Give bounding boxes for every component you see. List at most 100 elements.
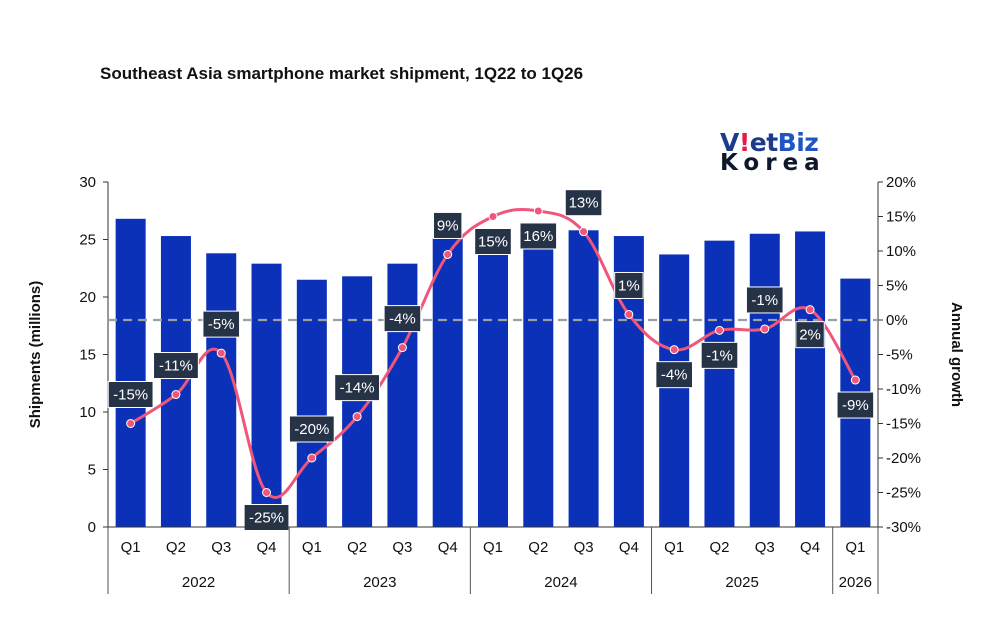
right-tick-label: -25%: [886, 485, 921, 502]
quarter-tick-label: Q3: [755, 539, 775, 556]
bars-group: [115, 218, 871, 528]
left-tick-label: 20: [79, 289, 96, 306]
growth-point: [669, 345, 679, 355]
shipment-bar: [206, 253, 237, 528]
growth-point: [216, 348, 226, 358]
quarter-tick-label: Q2: [347, 539, 367, 556]
shipment-bar: [115, 218, 146, 528]
growth-point: [805, 305, 815, 315]
right-tick-label: -30%: [886, 519, 921, 536]
growth-label-box: [564, 189, 603, 217]
growth-point: [397, 343, 407, 353]
growth-label: -4%: [661, 367, 688, 384]
quarter-tick-label: Q4: [800, 539, 820, 556]
growth-label: -11%: [159, 358, 193, 375]
shipment-bar: [523, 236, 554, 528]
growth-point: [171, 390, 181, 400]
growth-label-box: [519, 222, 558, 250]
logo-biz: Biz: [777, 128, 819, 157]
growth-label-box: [334, 374, 381, 402]
growth-label-box: [383, 305, 422, 333]
growth-label: -1%: [706, 347, 733, 364]
year-label: 2023: [363, 574, 396, 591]
growth-label: 2%: [799, 327, 821, 344]
left-tick-label: 5: [88, 462, 96, 479]
left-tick-label: 25: [79, 232, 96, 249]
shipment-bar: [387, 263, 418, 527]
growth-label-box: [153, 352, 199, 380]
growth-labels-group: -15% -11% -5% -25% -20% -14% -4% 9% 15% 16% 13% 1% -…: [107, 189, 875, 531]
shipment-bar: [704, 240, 735, 527]
logo-mark: !: [738, 128, 750, 157]
quarter-tick-label: Q4: [257, 539, 277, 556]
growth-label-box: [243, 504, 290, 531]
quarter-tick-label: Q2: [166, 539, 186, 556]
quarter-tick-label: Q3: [574, 539, 594, 556]
year-label: 2024: [544, 574, 577, 591]
right-tick-label: -10%: [886, 381, 921, 398]
growth-point: [533, 206, 543, 216]
quarter-tick-label: Q2: [528, 539, 548, 556]
y2-axis-title: Annual growth: [948, 302, 965, 407]
quarter-tick-label: Q1: [121, 539, 141, 556]
growth-point: [714, 325, 724, 335]
right-tick-label: -20%: [886, 450, 921, 467]
right-tick-label: 0%: [886, 312, 908, 329]
shipment-bar: [478, 232, 508, 527]
shipment-bar: [432, 238, 463, 527]
growth-label: -1%: [751, 292, 778, 309]
shipment-bar: [296, 279, 327, 527]
growth-label: -5%: [208, 316, 235, 333]
growth-label: 15%: [478, 234, 508, 251]
quarter-tick-label: Q2: [709, 539, 729, 556]
shipment-bar: [251, 263, 282, 527]
growth-label-box: [655, 361, 693, 389]
growth-label-box: [614, 271, 644, 299]
growth-label: -4%: [389, 311, 416, 328]
growth-label-box: [288, 415, 335, 443]
growth-label-box: [795, 321, 825, 349]
x-axis-group: Q1 Q2 Q3 Q4 Q1 Q2 Q3 Q4 Q1 Q2 Q3 Q4 Q1 Q2 Q3 Q4 Q1 2022 20…: [107, 526, 879, 594]
right-tick-label: 5%: [886, 278, 908, 295]
quarter-tick-label: Q1: [483, 539, 503, 556]
quarter-tick-label: Q3: [392, 539, 412, 556]
quarter-tick-label: Q3: [211, 539, 231, 556]
left-tick-label: 15: [79, 347, 96, 364]
growth-point: [352, 412, 362, 422]
quarter-tick-label: Q1: [664, 539, 684, 556]
growth-point: [126, 419, 136, 428]
shipment-bar: [659, 254, 690, 527]
growth-label-box: [474, 228, 512, 255]
left-tick-label: 0: [88, 519, 96, 536]
growth-label: -15%: [113, 387, 148, 404]
quarter-tick-label: Q4: [619, 539, 639, 556]
right-tick-label: -15%: [886, 416, 921, 433]
year-label: 2025: [725, 574, 758, 591]
growth-point: [850, 375, 860, 385]
right-tick-label: 20%: [886, 174, 916, 191]
growth-point: [488, 212, 498, 221]
growth-label-box: [700, 341, 739, 369]
quarter-tick-label: Q4: [438, 539, 458, 556]
growth-line: [129, 207, 857, 499]
right-tick-label: 15%: [886, 209, 916, 226]
right-tick-label: 10%: [886, 243, 916, 260]
shipment-bar: [795, 231, 826, 527]
growth-point: [443, 249, 453, 259]
growth-point: [624, 309, 634, 319]
growth-label-box: [745, 286, 784, 314]
growth-point: [579, 227, 589, 237]
logo-line2: Korea: [720, 150, 826, 176]
growth-label-box: [836, 391, 875, 419]
growth-label: 13%: [569, 195, 599, 212]
chart-title: Southeast Asia smartphone market shipmen…: [100, 64, 584, 83]
shipment-bar: [568, 230, 599, 528]
growth-label: -14%: [340, 380, 375, 397]
quarter-tick-label: Q1: [302, 539, 322, 556]
logo-et: et: [749, 128, 778, 157]
year-label: 2026: [839, 574, 872, 591]
y-axis-title: Shipments (millions): [27, 281, 44, 429]
year-label: 2022: [182, 574, 215, 591]
growth-point: [307, 453, 317, 463]
